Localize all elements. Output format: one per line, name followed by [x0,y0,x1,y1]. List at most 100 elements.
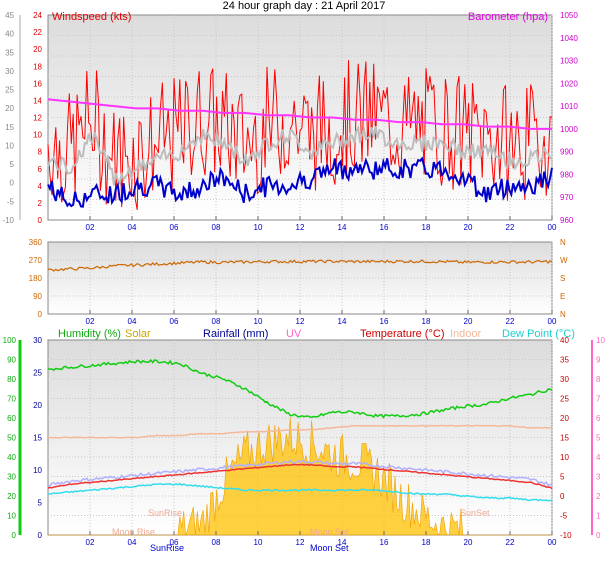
direction-degree-label: 0 [38,310,43,319]
barometer-axis-label: 990 [560,148,574,157]
legend-temperature: Temperature (°C) [360,328,444,340]
rainfall-axis-label: 20 [33,401,42,410]
direction-series-line [47,259,553,272]
temperature-legend: Humidity (%) Solar Rainfall (mm) UV Temp… [58,328,575,340]
dir-x-tick-label: 16 [380,317,389,326]
uv-axis-label: 2 [596,492,601,501]
dir-x-tick-label: 02 [86,317,95,326]
humidity-axis-label: 40 [7,453,16,462]
wind-x-tick-label: 22 [506,223,515,232]
legend-indoor: Indoor [450,328,482,340]
annotation-moonrise: Moon Rise [112,527,155,537]
dewpoint-series-line [47,482,553,502]
wind-left-inner-label: 22 [33,28,42,37]
wind-left-inner-label: 20 [33,45,42,54]
wind-x-tick-label: 04 [128,223,137,232]
direction-compass-label: W [560,256,568,265]
windspeed-title: Windspeed (kts) [52,11,131,23]
wind-left-outer-label: 10 [5,141,14,150]
wind-left-outer-label: -5 [7,197,15,206]
wind-left-outer-label: 15 [5,123,14,132]
uv-axis-label: 6 [596,414,601,423]
wind-left-outer-label: 45 [5,11,14,20]
barometer-axis-label: 970 [560,193,574,202]
wind-left-outer-label: 20 [5,104,14,113]
wind-x-tick-label: 10 [254,223,263,232]
rainfall-axis-label: 0 [38,531,43,540]
legend-humidity: Humidity (%) [58,328,121,340]
barometer-series-line [47,98,552,130]
annotation-sunset-top: SunSet [460,508,490,518]
rainfall-axis-label: 10 [33,466,42,475]
temperature-axis-label: 40 [560,336,569,345]
wind-left-outer-label: 0 [10,179,15,188]
direction-compass-label: E [560,292,565,301]
temperature-axis-label: 0 [560,492,565,501]
wind-left-inner-label: 12 [33,114,42,123]
annotation-moonset-top: Moon Set [310,527,349,537]
uv-axis-label: 4 [596,453,601,462]
wind-left-inner-label: 6 [38,165,43,174]
humidity-axis-label: 100 [3,336,17,345]
indoor-series-line [47,424,553,439]
wind-average-grey-line [47,125,553,186]
temperature-axis-label: 25 [560,395,569,404]
direction-compass-label: S [560,274,565,283]
uv-axis-label: 0 [596,531,601,540]
barometer-axis-label: 960 [560,216,574,225]
rainfall-axis-label: 25 [33,369,42,378]
annotation-moonset-axis: Moon Set [310,543,349,553]
humidity-axis-label: 50 [7,434,16,443]
dir-x-tick-label: 10 [254,317,263,326]
wind-x-tick-label: 16 [380,223,389,232]
temp-x-tick-label: 22 [506,538,515,547]
humidity-axis-label: 20 [7,492,16,501]
direction-degree-label: 270 [29,256,43,265]
dir-x-tick-label: 08 [212,317,221,326]
temperature-axis-label: 15 [560,434,569,443]
wind-left-inner-label: 2 [38,199,43,208]
legend-rainfall: Rainfall (mm) [203,328,268,340]
temp-x-tick-label: 18 [422,538,431,547]
legend-solar: Solar [125,328,151,340]
wind-left-outer-label: 5 [10,160,15,169]
barometer-axis-label: 1000 [560,125,578,134]
temp-x-tick-label: 02 [86,538,95,547]
rainfall-axis-label: 30 [33,336,42,345]
temp-x-tick-label: 14 [338,538,347,547]
uv-axis-label: 7 [596,395,601,404]
temp-x-tick-label: 04 [128,538,137,547]
uv-axis-label: 8 [596,375,601,384]
direction-compass-label: N [560,238,566,247]
wind-left-inner-label: 10 [33,131,42,140]
wind-average-series-line [47,156,553,208]
feels-series-line [47,459,553,487]
wind-left-inner-label: 16 [33,79,42,88]
direction-degree-label: 360 [29,238,43,247]
wind-left-inner-label: 4 [38,182,43,191]
dir-x-tick-label: 14 [338,317,347,326]
dir-x-tick-label: 06 [170,317,179,326]
dir-x-tick-label: 20 [464,317,473,326]
temp-x-tick-label: 06 [170,538,179,547]
legend-uv: UV [286,328,302,340]
temp-x-tick-label: 10 [254,538,263,547]
wind-x-tick-label: 00 [548,223,557,232]
wind-x-tick-label: 02 [86,223,95,232]
dir-x-tick-label: 22 [506,317,515,326]
dir-x-tick-label: 12 [296,317,305,326]
humidity-axis-label: 30 [7,473,16,482]
wind-x-tick-label: 08 [212,223,221,232]
temp-x-tick-label: 00 [548,538,557,547]
uv-axis-label: 9 [596,356,601,365]
wind-x-tick-label: 14 [338,223,347,232]
humidity-series-line [47,358,553,419]
humidity-axis-label: 90 [7,356,16,365]
temp-x-tick-label: 16 [380,538,389,547]
temperature-series-line [47,463,553,490]
dir-x-tick-label: 18 [422,317,431,326]
temp-x-tick-label: 12 [296,538,305,547]
temperature-axis-label: 35 [560,356,569,365]
temperature-axis-label: 30 [560,375,569,384]
